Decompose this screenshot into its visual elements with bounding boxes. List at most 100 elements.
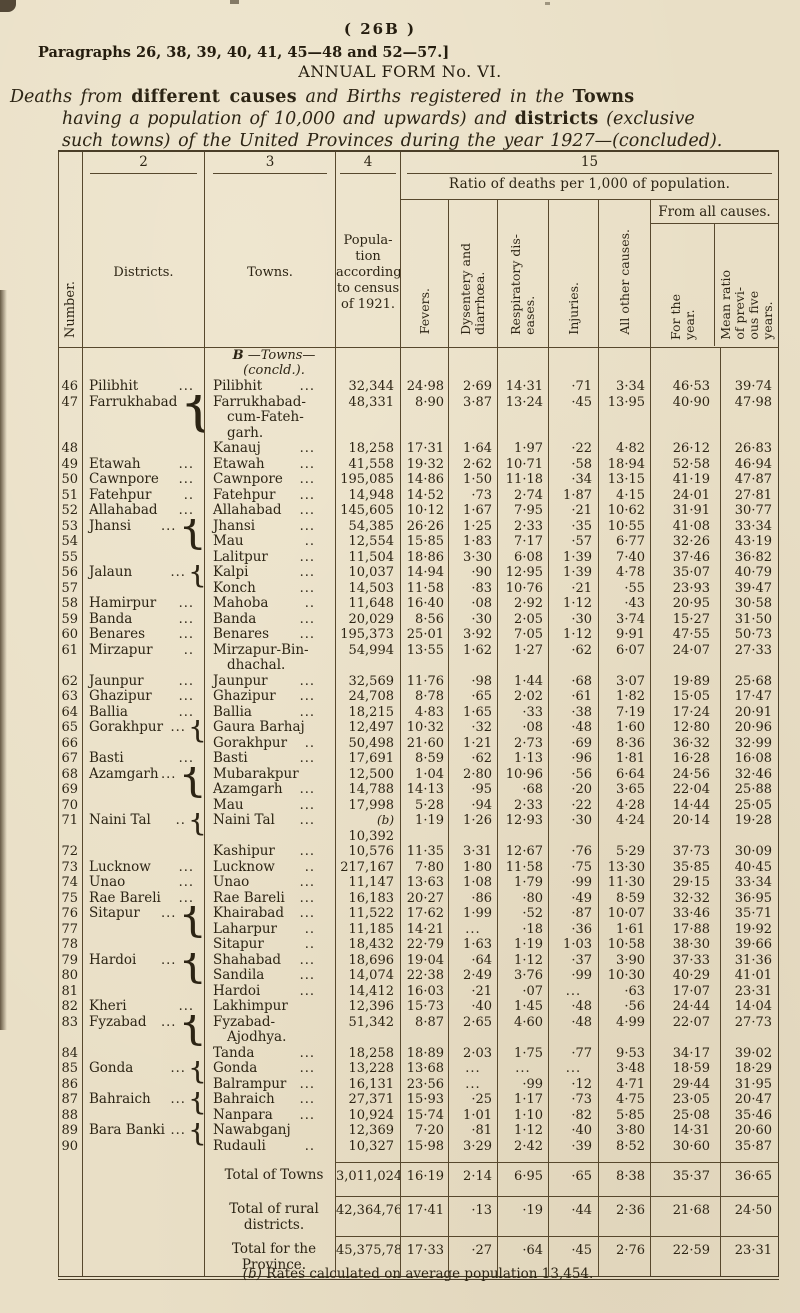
ratio-cell: 47·98 [720,394,779,441]
ratio-cell: ·32 [448,720,498,736]
town-name: Khairabad [213,906,284,921]
ratio-cell: 7·40 [598,549,651,565]
town-name: Ajodhya. [227,1029,287,1045]
population-cell: 11,147 [335,875,401,891]
district-name: Rae Bareli [89,890,161,906]
ratio-cell: 12·80 [650,720,721,736]
table-row: 72 Kashipur... 10,576 11·35 3·31 12·67·76 5·29… [58,844,779,860]
leader-dots: .. [304,1138,315,1154]
ratio-cell: 1·83 [448,534,498,550]
title-line-3: such towns) of the United Provinces duri… [62,131,723,151]
population-cell: 14,503 [335,580,401,596]
town-label: Lalitpur... [213,550,335,566]
ratio-cell: 1·10 [497,1107,549,1123]
population-cell: 195,085 [335,472,401,488]
town-label: Pilibhit... [213,379,335,395]
leader-dots: ... [160,952,177,968]
ratio-cell: 1·27 [497,642,549,674]
ratio-cell: 19·89 [650,673,721,689]
town-label: Benares... [213,627,335,643]
town-cell: Bahraich... [204,1092,336,1108]
ratio-cell: ·63 [598,983,651,999]
town-name: Jhansi [213,518,256,534]
ratio-cell: 2·05 [497,611,549,627]
row-number: 64 [58,704,83,720]
district-cell: Jhansi...{ [82,518,205,565]
district-cell: Kheri... [82,999,205,1015]
table-row: 56Jalaun...{Kalpi...10,03714·94·9012·951… [58,565,779,596]
row-number: 82 [58,999,83,1015]
leader-dots: ... [178,596,194,611]
table-row: 76 Sitapur...{Khairabad... 11,522 17·62 1·99… [58,906,779,953]
town-name: Balrampur [213,1076,287,1092]
district-name: Lucknow [89,859,151,875]
title-line-2: having a population of 10,000 and upward… [62,109,695,129]
ratio-cell: 20·27 [400,890,449,906]
population-cell: 48,331 [335,394,401,441]
ratio-cell: 17·24 [650,704,721,720]
population-cell: 11,504 [335,549,401,565]
town-cell: Lalitpur... [204,549,336,566]
district-label: Bara Banki...{ [89,1123,205,1145]
town-cell: Cawnpore... [204,472,336,488]
town-label: Basti... [213,751,335,767]
ratio-cell: 7·19 [598,704,651,720]
ratio-cell: ·69 [548,735,599,751]
ratio-cell: 15·27 [650,611,721,627]
town-label: Shahabad... [213,953,335,969]
ratio-cell: ... [448,921,498,937]
table-row: 51 Fatehpur.. Fatehpur... 14,948 14·52·73 2·7… [58,487,779,503]
town-name: Ghazipur [213,689,276,704]
town-cell: Fatehpur... [204,487,336,503]
population-gap-cell [335,1154,401,1162]
district-label: Farrukhabad{ [89,395,205,432]
town-label: Laharpur.. [213,922,335,938]
ratio-cell: ·75 [548,859,599,875]
ratio-cell: ·76 [548,844,599,860]
ratio-cell: 11·76 [400,673,449,689]
ratio-cell: 31·50 [720,611,779,627]
district-label: Cawnpore... [89,472,204,488]
town-cell: Lakhimpur [204,999,336,1015]
district-name: Ballia [89,704,128,720]
town-label: Etawah... [213,457,335,473]
ratio-cell: 33·34 [720,875,779,891]
ratio-cell: ·20 [548,782,599,798]
population-cell: 16,131 [335,1076,401,1092]
ratio-cell: 38·30 [650,937,721,953]
header-for-the-year: For the year. [667,293,697,340]
town-cell: Shahabad... [204,952,336,969]
ratio-cell: 18·29 [720,1061,779,1077]
district-label: Basti... [89,751,204,767]
row-number: 62 [58,673,83,689]
ratio-cell: 3·87 [448,394,498,441]
ratio-cell: 16·28 [650,751,721,767]
ratio-cell: 20·95 [650,596,721,612]
ratio-cell: 30·09 [720,844,779,860]
population-cell: 14,074 [335,968,401,984]
header-population: Popula- tion according to census of 1921… [335,199,401,348]
ratio-cell: ·37 [548,952,599,968]
town-cell: Sitapur.. [204,937,336,953]
leader-dots: ... [299,890,315,906]
ratio-cell: 1·60 [598,720,651,736]
population-cell: 51,342 [335,1014,401,1046]
ratio-cell: 2·80 [448,766,498,782]
town-cell: Khairabad... [204,906,336,922]
ratio-cell: 7·17 [497,534,549,550]
town-name: dhachal. [227,657,286,673]
ratio-cell: 17·62 [400,906,449,922]
paragraphs-note: Paragraphs 26, 38, 39, 40, 41, 45—48 and… [38,44,450,61]
ratio-cell: ·18 [497,921,549,937]
ratio-cell: 47·87 [720,472,779,488]
ratio-cell: 24·44 [650,999,721,1015]
ratio-cell: 43·19 [720,534,779,550]
town-label: Mubarakpur [213,767,335,783]
ratio-cell: 14·31 [650,1123,721,1139]
ratio-cell [497,347,549,379]
town-cell: Naini Tal... [204,813,336,844]
population-cell [335,347,401,379]
ratio-cell: 22·04 [650,782,721,798]
ratio-cell: 33·46 [650,906,721,922]
population-cell: 54,994 [335,642,401,674]
